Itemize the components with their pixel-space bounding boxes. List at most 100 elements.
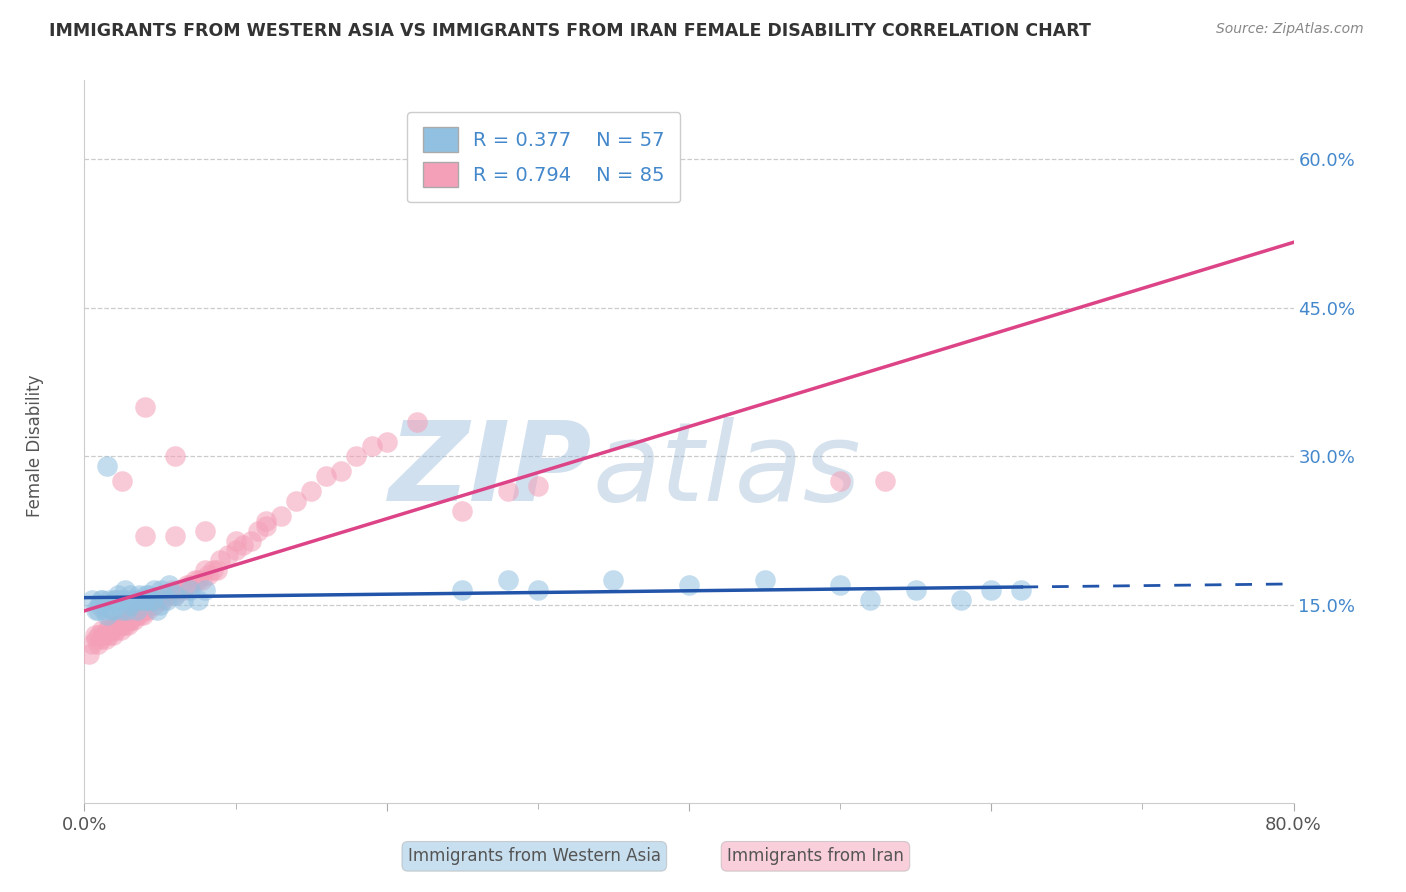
Point <box>94 632 117 647</box>
Point <box>105 623 128 637</box>
Text: Female Disability: Female Disability <box>27 375 44 517</box>
Point <box>209 553 232 567</box>
Point <box>118 598 141 612</box>
Point <box>127 603 149 617</box>
Point <box>859 593 882 607</box>
Point <box>121 593 143 607</box>
Point <box>129 607 152 622</box>
Point <box>114 617 136 632</box>
Point <box>122 613 145 627</box>
Text: Immigrants from Iran: Immigrants from Iran <box>727 847 904 865</box>
Point <box>160 582 183 597</box>
Point <box>125 607 148 622</box>
Point <box>90 593 112 607</box>
Point <box>225 533 247 548</box>
Point <box>830 578 852 592</box>
Point <box>107 588 129 602</box>
Point <box>131 603 153 617</box>
Point <box>194 563 217 577</box>
Point <box>111 617 134 632</box>
Point <box>111 593 134 607</box>
Point <box>134 593 156 607</box>
Point <box>904 582 927 597</box>
Point <box>270 508 292 523</box>
Point <box>91 623 114 637</box>
Point <box>451 504 474 518</box>
Point <box>132 607 155 622</box>
Point <box>107 617 129 632</box>
Point <box>134 603 156 617</box>
Point <box>93 627 115 641</box>
Point <box>96 459 118 474</box>
Point <box>101 627 124 641</box>
Point <box>207 563 229 577</box>
Point <box>77 648 100 662</box>
Point <box>136 603 159 617</box>
Point <box>101 603 124 617</box>
Point <box>86 603 108 617</box>
Point <box>93 603 115 617</box>
Point <box>80 593 103 607</box>
Point <box>330 464 353 478</box>
Point <box>527 479 550 493</box>
Point <box>187 573 209 587</box>
Point <box>527 582 550 597</box>
Point <box>496 573 519 587</box>
Point <box>108 593 131 607</box>
Point <box>128 603 150 617</box>
Point <box>254 518 277 533</box>
Text: IMMIGRANTS FROM WESTERN ASIA VS IMMIGRANTS FROM IRAN FEMALE DISABILITY CORRELATI: IMMIGRANTS FROM WESTERN ASIA VS IMMIGRAN… <box>49 22 1091 40</box>
Point <box>285 494 308 508</box>
Point <box>104 593 127 607</box>
Point <box>232 539 254 553</box>
Point <box>179 578 201 592</box>
Point <box>96 607 118 622</box>
Point <box>754 573 776 587</box>
Point <box>121 607 143 622</box>
Point <box>152 593 174 607</box>
Point <box>191 573 214 587</box>
Point <box>96 623 118 637</box>
Point <box>97 627 120 641</box>
Point <box>117 617 139 632</box>
Point <box>201 563 224 577</box>
Point <box>135 588 157 602</box>
Point <box>197 568 219 582</box>
Point <box>84 627 107 641</box>
Point <box>115 613 138 627</box>
Text: Source: ZipAtlas.com: Source: ZipAtlas.com <box>1216 22 1364 37</box>
Point <box>104 593 127 607</box>
Point <box>150 582 173 597</box>
Point <box>451 582 474 597</box>
Point <box>187 593 209 607</box>
Point <box>194 524 217 538</box>
Point <box>91 593 114 607</box>
Point <box>172 593 194 607</box>
Point <box>115 603 138 617</box>
Point <box>97 593 120 607</box>
Point <box>111 474 134 488</box>
Point <box>375 434 398 449</box>
Point <box>157 578 180 592</box>
Point <box>602 573 624 587</box>
Point <box>127 607 149 622</box>
Point <box>111 603 134 617</box>
Point <box>299 483 322 498</box>
Point <box>950 593 973 607</box>
Point <box>165 450 187 464</box>
Point <box>104 617 127 632</box>
Point <box>146 593 169 607</box>
Point <box>167 582 190 597</box>
Point <box>131 593 153 607</box>
Point <box>678 578 700 592</box>
Point <box>141 593 163 607</box>
Point <box>225 543 247 558</box>
Point <box>98 617 121 632</box>
Point <box>110 623 132 637</box>
Point <box>496 483 519 498</box>
Point <box>346 450 368 464</box>
Point <box>89 627 111 641</box>
Point <box>89 598 111 612</box>
Point <box>114 582 136 597</box>
Text: ZIP: ZIP <box>388 417 592 524</box>
